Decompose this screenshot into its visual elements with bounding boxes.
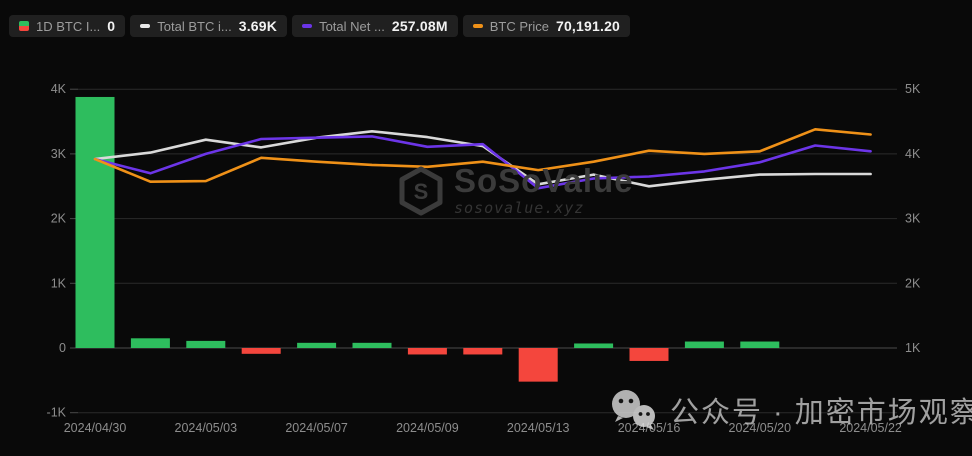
legend-label: Total Net ... [319, 18, 385, 34]
legend-label: BTC Price [489, 18, 549, 34]
inflow-bar [75, 96, 115, 349]
legend-label: 1D BTC I... [36, 18, 101, 34]
inflow-bar [740, 341, 780, 348]
right-axis-label: 3K [905, 212, 921, 226]
inflow-bar [352, 342, 392, 348]
left-axis-label: 4K [51, 82, 67, 96]
dash-icon [302, 24, 313, 28]
legend-item-total-net[interactable]: Total Net ... 257.08M [292, 15, 458, 37]
left-axis-label: 1K [51, 276, 67, 290]
x-axis-label: 2024/05/07 [285, 421, 348, 435]
legend-label: Total BTC i... [157, 18, 232, 34]
inflow-bar [130, 338, 170, 348]
legend-value: 0 [107, 18, 116, 34]
left-axis-label: 0 [59, 341, 66, 355]
inflow-bar [629, 348, 669, 361]
legend-value: 70,191.20 [555, 18, 621, 34]
left-axis-label: -1K [47, 406, 67, 420]
right-axis-label: 4K [905, 147, 921, 161]
inflow-bar [186, 340, 226, 348]
total-net-line [93, 135, 872, 190]
x-axis-label: 2024/05/03 [175, 421, 238, 435]
left-axis-label: 2K [51, 212, 67, 226]
x-axis-label: 2024/05/13 [507, 421, 570, 435]
dash-icon [472, 24, 483, 28]
total-btc-i-line [93, 130, 872, 188]
x-axis-label: 2024/05/20 [729, 421, 792, 435]
inflow-bar [407, 348, 447, 355]
right-axis-label: 2K [905, 276, 921, 290]
x-axis-label: 2024/05/16 [618, 421, 681, 435]
bar-green-red-icon [19, 21, 29, 31]
inflow-bar [297, 342, 337, 348]
legend-item-btc-price[interactable]: BTC Price 70,191.20 [462, 15, 631, 37]
left-axis-label: 3K [51, 147, 67, 161]
legend-value: 257.08M [391, 18, 448, 34]
chart-legend: 1D BTC I... 0 Total BTC i... 3.69K Total… [9, 15, 631, 37]
inflow-bar [463, 348, 503, 355]
legend-value: 3.69K [238, 18, 278, 34]
right-axis-label: 1K [905, 341, 921, 355]
inflow-bar [684, 341, 724, 348]
legend-item-1d-btc-inflow[interactable]: 1D BTC I... 0 [9, 15, 126, 37]
x-axis-label: 2024/05/22 [839, 421, 902, 435]
inflow-bar [574, 343, 614, 348]
x-axis-label: 2024/05/09 [396, 421, 459, 435]
dash-icon [140, 24, 151, 28]
inflow-bar [518, 348, 558, 382]
inflow-bar [241, 348, 281, 354]
x-axis-label: 2024/04/30 [64, 421, 127, 435]
right-axis-label: 5K [905, 82, 921, 96]
legend-item-total-btc[interactable]: Total BTC i... 3.69K [130, 15, 288, 37]
btc-priceline [93, 128, 872, 183]
